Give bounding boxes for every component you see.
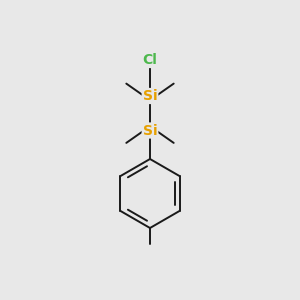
Text: Si: Si bbox=[143, 89, 157, 103]
Text: Si: Si bbox=[143, 124, 157, 137]
Text: Cl: Cl bbox=[142, 53, 158, 67]
